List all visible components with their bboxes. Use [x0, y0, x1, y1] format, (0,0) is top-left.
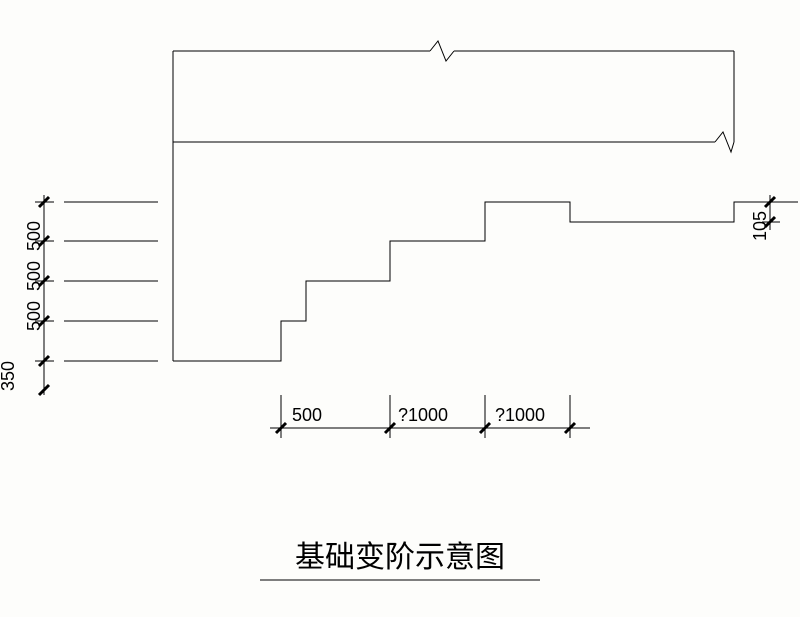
dim-label: 500 — [24, 221, 44, 251]
title-text: 基础变阶示意图 — [295, 541, 505, 574]
dim-label: 500 — [24, 301, 44, 331]
dim-tick — [762, 197, 780, 207]
dim-chain-left: 500 500 500 350 — [0, 195, 54, 395]
dim-label: 350 — [0, 361, 18, 391]
dim-label: 500 — [292, 405, 322, 425]
beam-outline — [173, 41, 734, 152]
dim-label: ?1000 — [495, 405, 545, 425]
dim-label: 105 — [750, 211, 770, 241]
drawing-title: 基础变阶示意图 — [260, 541, 540, 580]
dim-label: 500 — [24, 261, 44, 291]
left-extension-lines — [64, 202, 158, 361]
dim-label: ?1000 — [398, 405, 448, 425]
dim-chain-bottom: 500 ?1000 ?1000 — [270, 395, 590, 438]
step-profile — [173, 142, 798, 361]
